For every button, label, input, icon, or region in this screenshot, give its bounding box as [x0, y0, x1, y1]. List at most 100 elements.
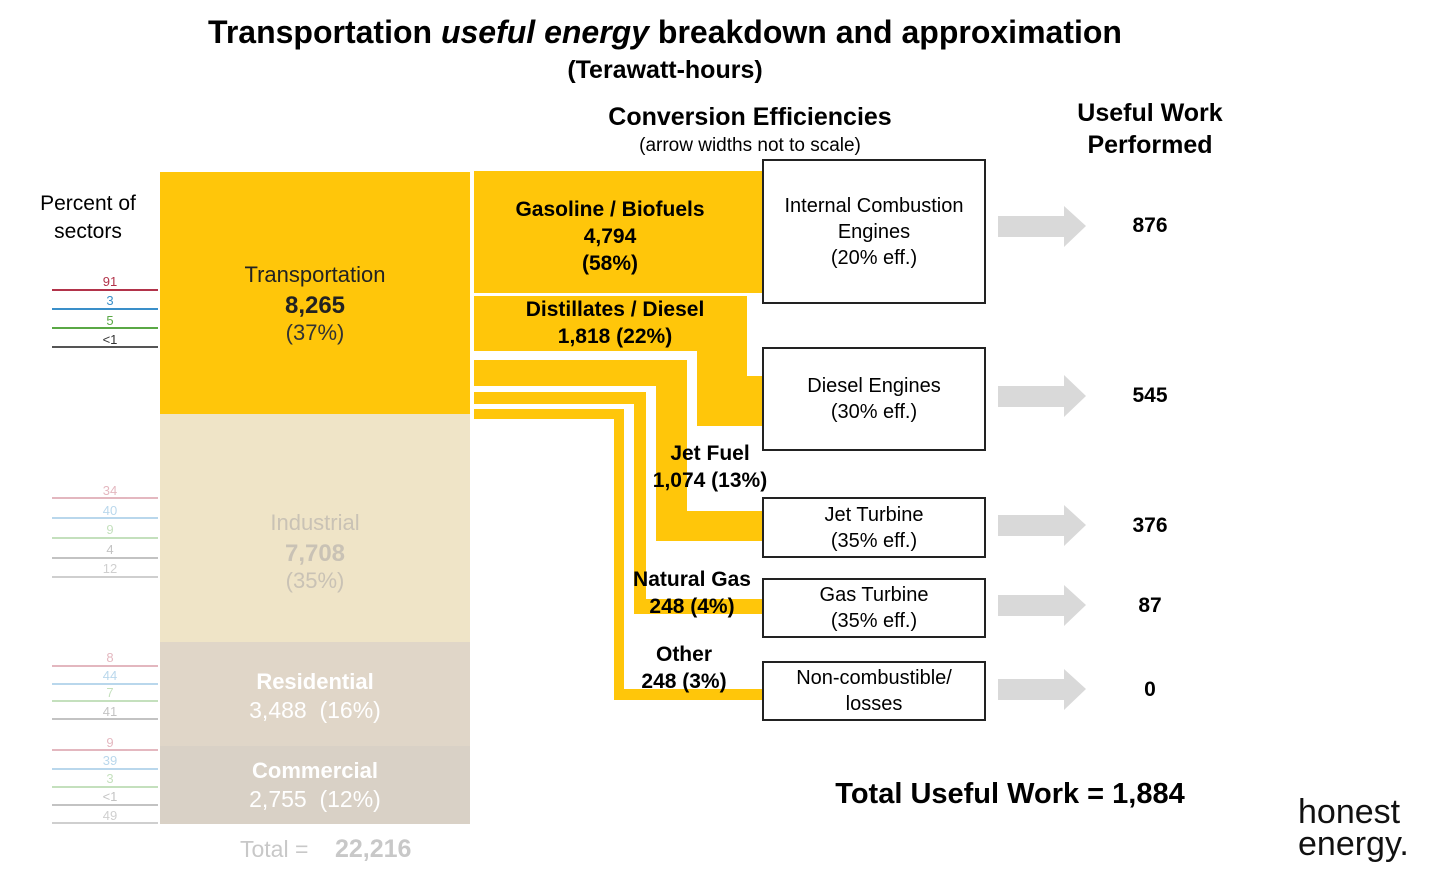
sector-pct: (12%) — [319, 786, 381, 812]
fuel-name: Gasoline / Biofuels — [515, 198, 705, 221]
tick-line — [52, 786, 158, 788]
diagram-title: Transportation useful energy breakdown a… — [0, 14, 1330, 51]
sector-label: Residential — [256, 669, 374, 694]
converter-diesel: Diesel Engines (30% eff.) — [762, 347, 986, 451]
converter-line: Engines — [837, 220, 911, 243]
output-arrow — [998, 505, 1086, 546]
fuel-name: Distillates / Diesel — [525, 298, 705, 321]
converter-losses: Non-combustible/losses — [762, 661, 986, 721]
tick-value: 44 — [102, 668, 118, 683]
sector-value: 7,708 — [284, 540, 346, 567]
output-arrow — [998, 585, 1086, 626]
converter-line: Gas Turbine — [819, 584, 929, 606]
tick-line — [52, 346, 158, 348]
useful-work-value: 876 — [1132, 214, 1168, 237]
title-part: Transportation — [208, 14, 441, 50]
tick-value: 7 — [106, 685, 114, 700]
output-arrows — [998, 206, 1086, 710]
tick-value: 9 — [106, 522, 114, 537]
converter-line: (20% eff.) — [830, 246, 918, 269]
sector-value: 2,755 — [249, 786, 307, 812]
total-label: Total = — [240, 836, 309, 862]
converter-line: Diesel Engines — [807, 375, 941, 397]
tick-line — [52, 749, 158, 751]
tick-line — [52, 576, 158, 578]
tick-line — [52, 327, 158, 329]
sector-commercial: Commercial 2,755 (12%) — [160, 746, 470, 824]
honest-energy-logo: honest energy. — [1298, 793, 1409, 863]
flow-diesel — [474, 296, 764, 426]
fuel-value: 248 (3%) — [641, 670, 727, 693]
fuel-diesel: Distillates / Diesel 1,818 (22%) — [490, 296, 740, 350]
conversion-note: (arrow widths not to scale) — [639, 135, 861, 156]
fuel-name: Other — [655, 643, 712, 666]
useful-work-value: 0 — [1144, 678, 1156, 701]
tick-value: 9 — [106, 735, 114, 750]
percent-header-2: sectors — [54, 220, 122, 243]
fuel-name: Jet Fuel — [670, 442, 750, 465]
tick-line — [52, 517, 158, 519]
tick-line — [52, 683, 158, 685]
converter-line: (35% eff.) — [830, 610, 918, 632]
useful-work-value: 545 — [1132, 384, 1168, 407]
logo-line: energy. — [1298, 825, 1409, 863]
tick-value: 12 — [102, 561, 118, 576]
tick-line — [52, 537, 158, 539]
converter-line: losses — [845, 693, 903, 715]
converter-ice: Internal Combustion Engines (20% eff.) — [762, 159, 986, 304]
tick-value: 3 — [106, 771, 114, 786]
converter-line: (30% eff.) — [830, 401, 918, 423]
logo-line: honest — [1298, 793, 1401, 831]
fuel-value: 1,074 (13%) — [652, 469, 768, 492]
total-useful-work: Total Useful Work = 1,884 — [835, 778, 1185, 810]
tick-line — [52, 700, 158, 702]
converter-line: Jet Turbine — [824, 503, 924, 526]
flow-gasoline — [474, 171, 764, 293]
percent-header-1: Percent of — [40, 192, 136, 215]
converter-line: (35% eff.) — [830, 529, 918, 552]
sector-pct: (37%) — [285, 320, 345, 345]
converter-line: Non-combustible/ — [796, 667, 952, 689]
sector-residential: Residential 3,488 (16%) — [160, 642, 470, 746]
tick-line — [52, 665, 158, 667]
sector-pct: (16%) — [319, 697, 381, 723]
title-italic: useful energy — [440, 14, 649, 50]
useful-work-header-2: Performed — [1087, 131, 1213, 159]
diagram-subtitle: (Terawatt-hours) — [567, 56, 763, 84]
total-value: 22,216 — [335, 835, 412, 863]
tick-value: 34 — [102, 483, 118, 498]
tick-line — [52, 804, 158, 806]
fuel-value: 4,794 — [583, 225, 637, 248]
tick-value: <1 — [102, 789, 118, 804]
tick-line — [52, 557, 158, 559]
fuel-natural-gas: Natural Gas 248 (4%) — [612, 566, 772, 620]
tick-line — [52, 822, 158, 824]
fuel-value: 1,818 (22%) — [557, 325, 673, 348]
sector-transportation: Transportation 8,265 (37%) — [160, 172, 470, 414]
tick-line — [52, 497, 158, 499]
tick-value: 40 — [102, 503, 118, 518]
tick-line — [52, 289, 158, 291]
tick-value: 8 — [106, 650, 114, 665]
fuel-other: Other 248 (3%) — [614, 641, 754, 695]
tick-value: 41 — [102, 704, 118, 719]
sector-label: Commercial — [252, 758, 378, 783]
fuel-value: 248 (4%) — [649, 595, 735, 618]
tick-value: 5 — [106, 313, 114, 328]
tick-value: <1 — [102, 332, 118, 347]
tick-value: 91 — [102, 274, 118, 289]
converter-line: Internal Combustion — [784, 194, 964, 217]
sector-label: Industrial — [270, 510, 360, 535]
tick-value: 4 — [106, 542, 114, 557]
tick-line — [52, 308, 158, 310]
tick-line — [52, 718, 158, 720]
sector-value: 8,265 — [284, 292, 346, 319]
conversion-header: Conversion Efficiencies — [608, 103, 892, 131]
title-part: breakdown and approximation — [649, 14, 1122, 50]
sector-industrial: Industrial 7,708 (35%) — [160, 414, 470, 642]
output-arrow — [998, 669, 1086, 710]
tick-line — [52, 768, 158, 770]
flow-other — [474, 409, 764, 700]
sector-label: Transportation — [244, 262, 386, 287]
